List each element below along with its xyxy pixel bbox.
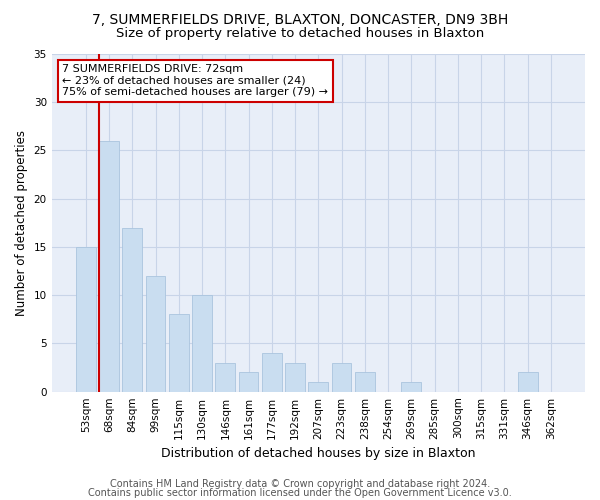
Text: 7, SUMMERFIELDS DRIVE, BLAXTON, DONCASTER, DN9 3BH: 7, SUMMERFIELDS DRIVE, BLAXTON, DONCASTE… bbox=[92, 12, 508, 26]
Text: Size of property relative to detached houses in Blaxton: Size of property relative to detached ho… bbox=[116, 28, 484, 40]
Bar bbox=[239, 372, 259, 392]
Text: 7 SUMMERFIELDS DRIVE: 72sqm
← 23% of detached houses are smaller (24)
75% of sem: 7 SUMMERFIELDS DRIVE: 72sqm ← 23% of det… bbox=[62, 64, 328, 98]
X-axis label: Distribution of detached houses by size in Blaxton: Distribution of detached houses by size … bbox=[161, 447, 476, 460]
Bar bbox=[401, 382, 421, 392]
Bar bbox=[76, 247, 95, 392]
Bar bbox=[215, 362, 235, 392]
Bar bbox=[169, 314, 188, 392]
Bar bbox=[308, 382, 328, 392]
Text: Contains public sector information licensed under the Open Government Licence v3: Contains public sector information licen… bbox=[88, 488, 512, 498]
Bar bbox=[355, 372, 375, 392]
Bar bbox=[518, 372, 538, 392]
Bar bbox=[122, 228, 142, 392]
Bar bbox=[192, 295, 212, 392]
Bar bbox=[262, 353, 282, 392]
Bar bbox=[332, 362, 352, 392]
Bar bbox=[285, 362, 305, 392]
Text: Contains HM Land Registry data © Crown copyright and database right 2024.: Contains HM Land Registry data © Crown c… bbox=[110, 479, 490, 489]
Bar bbox=[99, 141, 119, 392]
Y-axis label: Number of detached properties: Number of detached properties bbox=[15, 130, 28, 316]
Bar bbox=[146, 276, 166, 392]
